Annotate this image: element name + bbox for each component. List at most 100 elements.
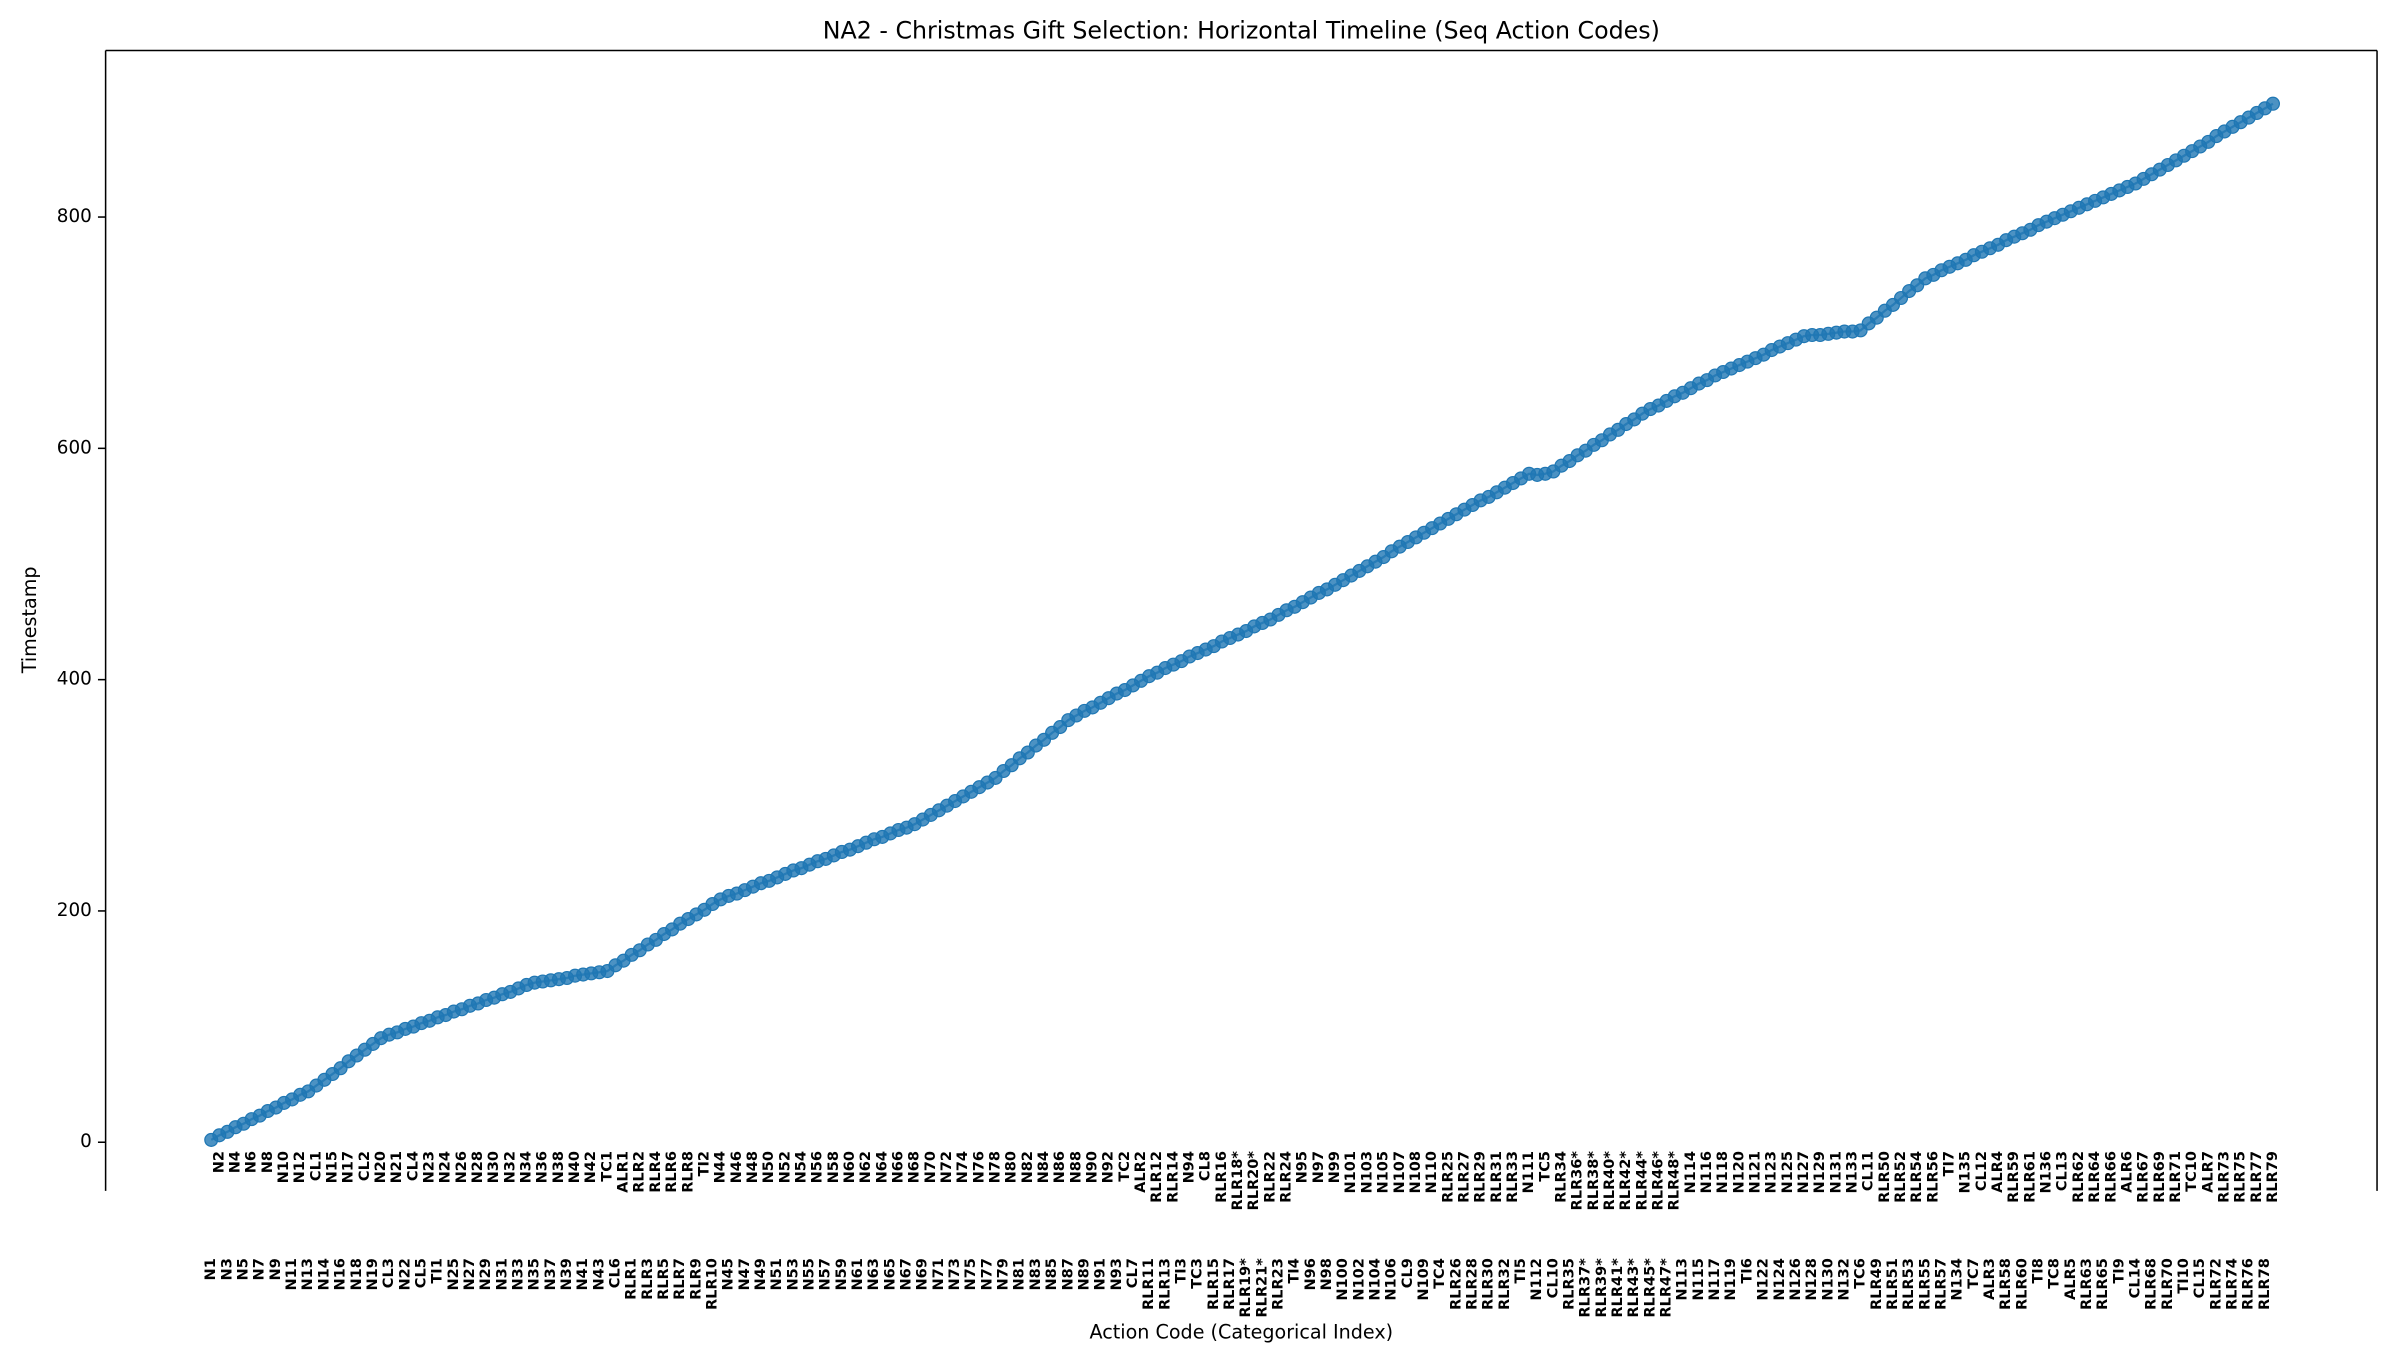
- x-tick-label: N31: [494, 1258, 510, 1290]
- x-tick-label: RLR61: [2022, 1151, 2038, 1203]
- x-tick-label: N130: [1820, 1258, 1836, 1301]
- x-tick-label: TC5: [1537, 1151, 1553, 1182]
- x-tick-label: RLR62: [2071, 1151, 2087, 1203]
- x-tick-label: N114: [1683, 1151, 1699, 1194]
- x-tick-label: RLR30: [1481, 1258, 1497, 1310]
- x-tick-label: N120: [1731, 1151, 1747, 1194]
- x-tick-label: RLR57: [1933, 1258, 1949, 1310]
- x-tick-label: TI6: [1739, 1258, 1755, 1283]
- x-tick-label: N91: [1093, 1258, 1109, 1290]
- x-tick-label: N93: [1109, 1258, 1125, 1290]
- x-tick-label: N86: [1052, 1151, 1068, 1183]
- x-tick-label: TI5: [1513, 1258, 1529, 1283]
- x-tick-label: N5: [236, 1258, 252, 1280]
- x-tick-label: TC2: [1117, 1151, 1133, 1182]
- y-tick-label: 0: [80, 1131, 92, 1152]
- x-tick-label: N64: [874, 1151, 890, 1183]
- x-tick-label: N51: [769, 1258, 785, 1290]
- x-tick-label: CL11: [1861, 1151, 1877, 1191]
- x-tick-label: N107: [1392, 1151, 1408, 1194]
- x-tick-label: CL1: [308, 1151, 324, 1181]
- x-axis-label: Action Code (Categorical Index): [1090, 1321, 1394, 1344]
- x-tick-label: RLR18*: [1230, 1151, 1246, 1211]
- x-tick-label: TI3: [1173, 1258, 1189, 1283]
- x-tick-label: N26: [454, 1151, 470, 1183]
- x-tick-label: RLR73: [2216, 1151, 2232, 1203]
- x-tick-label: N24: [438, 1151, 454, 1183]
- x-tick-label: ALR6: [2119, 1151, 2135, 1193]
- x-tick-label: N134: [1950, 1258, 1966, 1301]
- x-tick-label: N47: [737, 1258, 753, 1290]
- x-tick-label: RLR67: [2136, 1151, 2152, 1203]
- x-tick-label: N39: [559, 1258, 575, 1290]
- x-tick-label: N15: [325, 1151, 341, 1183]
- x-tick-label: RLR68: [2144, 1258, 2160, 1310]
- x-tick-label: N87: [1060, 1258, 1076, 1290]
- x-tick-label: RLR40*: [1602, 1151, 1618, 1211]
- x-tick-label: N80: [1004, 1151, 1020, 1183]
- x-tick-label: RLR14: [1165, 1151, 1181, 1203]
- y-tick-label: 400: [57, 669, 92, 690]
- x-tick-label: N17: [341, 1151, 357, 1183]
- x-tick-label: ALR2: [1133, 1151, 1149, 1193]
- x-tick-label: N90: [1085, 1151, 1101, 1183]
- x-tick-label: N44: [713, 1151, 729, 1183]
- x-tick-label: CL5: [413, 1258, 429, 1288]
- x-tick-label: RLR26: [1448, 1258, 1464, 1310]
- x-tick-label: N115: [1691, 1258, 1707, 1301]
- x-tick-label: CL8: [1198, 1151, 1214, 1181]
- x-tick-label: RLR2: [632, 1151, 648, 1193]
- x-tick-label: RLR58: [1998, 1258, 2014, 1310]
- x-tick-label: TC6: [1853, 1258, 1869, 1289]
- x-tick-label: RLR32: [1497, 1258, 1513, 1310]
- x-tick-label: RLR16: [1214, 1151, 1230, 1203]
- x-tick-label: RLR39*: [1594, 1258, 1610, 1318]
- x-tick-label: N37: [543, 1258, 559, 1290]
- x-tick-label: ALR4: [1990, 1151, 2006, 1193]
- x-tick-label: N23: [422, 1151, 438, 1183]
- x-tick-label: RLR46*: [1650, 1151, 1666, 1211]
- x-tick-label: RLR3: [640, 1258, 656, 1300]
- x-tick-label: N18: [349, 1258, 365, 1290]
- x-tick-label: N16: [333, 1258, 349, 1290]
- x-tick-label: RLR47*: [1659, 1258, 1675, 1318]
- x-tick-label: N124: [1772, 1258, 1788, 1301]
- x-tick-label: N94: [1182, 1151, 1198, 1183]
- x-tick-label: CL12: [1974, 1151, 1990, 1191]
- x-tick-label: N8: [260, 1151, 276, 1173]
- x-tick-label: TC8: [2047, 1258, 2063, 1289]
- x-tick-label: CL2: [357, 1151, 373, 1181]
- x-tick-label: RLR50: [1877, 1151, 1893, 1203]
- x-tick-label: TC10: [2184, 1151, 2200, 1192]
- x-tick-label: RLR54: [1909, 1151, 1925, 1203]
- x-tick-label: CL7: [1125, 1258, 1141, 1288]
- x-tick-label: RLR33: [1505, 1151, 1521, 1203]
- x-tick-label: N33: [510, 1258, 526, 1290]
- x-tick-label: N133: [1845, 1151, 1861, 1194]
- x-tick-label: N95: [1295, 1151, 1311, 1183]
- x-tick-label: RLR56: [1925, 1151, 1941, 1203]
- x-tick-label: RLR11: [1141, 1258, 1157, 1310]
- x-tick-label: N13: [300, 1258, 316, 1290]
- x-tick-label: TI9: [2111, 1258, 2127, 1283]
- x-tick-label: N111: [1521, 1151, 1537, 1194]
- x-tick-label: N100: [1335, 1258, 1351, 1301]
- x-tick-label: RLR31: [1489, 1151, 1505, 1203]
- x-tick-label: N135: [1958, 1151, 1974, 1194]
- x-tick-label: RLR53: [1901, 1258, 1917, 1310]
- x-tick-label: N59: [834, 1258, 850, 1290]
- x-tick-label: RLR34: [1553, 1151, 1569, 1203]
- x-tick-label: RLR28: [1465, 1258, 1481, 1310]
- x-tick-label: N122: [1756, 1258, 1772, 1301]
- x-tick-label: N40: [567, 1151, 583, 1183]
- y-tick-label: 200: [57, 900, 92, 921]
- x-tick-label: RLR24: [1279, 1151, 1295, 1203]
- x-tick-label: ALR5: [2063, 1258, 2079, 1300]
- x-tick-label: N14: [316, 1258, 332, 1290]
- x-tick-label: N43: [591, 1258, 607, 1290]
- x-tick-label: N57: [818, 1258, 834, 1290]
- x-tick-label: N106: [1384, 1258, 1400, 1301]
- x-tick-label: N10: [276, 1151, 292, 1183]
- x-tick-label: RLR72: [2208, 1258, 2224, 1310]
